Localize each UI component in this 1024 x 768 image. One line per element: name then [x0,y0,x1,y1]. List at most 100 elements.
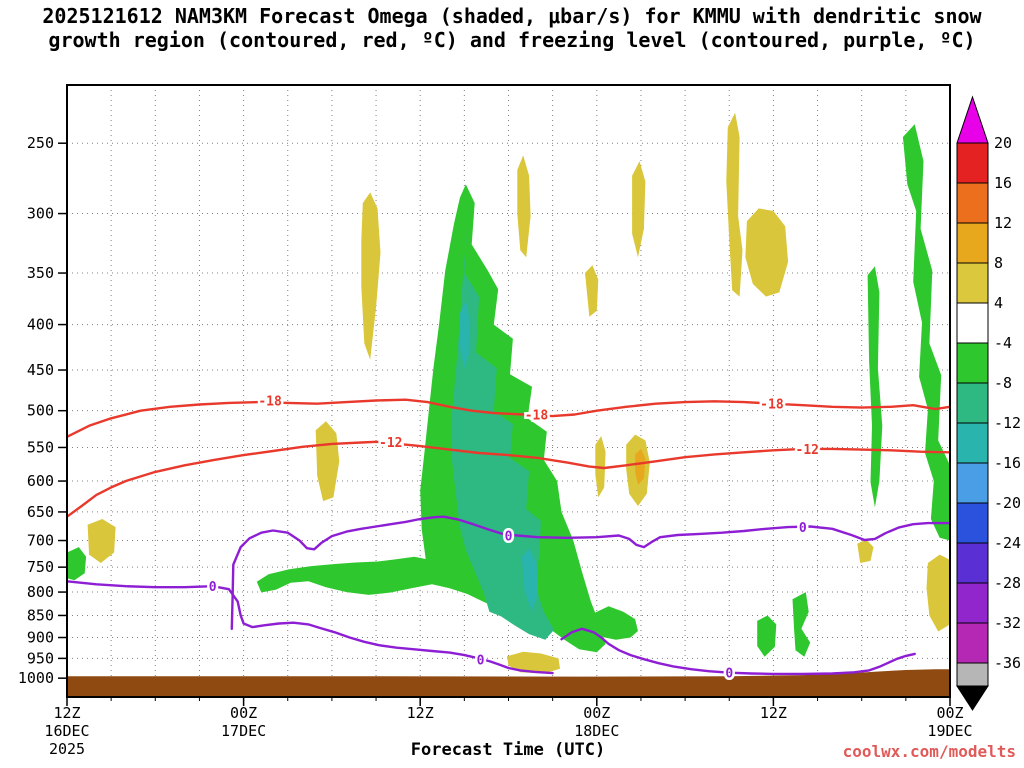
colorbar-top-triangle [956,95,989,144]
freezing-level-label: 0 [505,530,513,545]
colorbar-band [956,542,989,584]
omega-region-yellow [926,554,950,632]
colorbar-band [956,142,989,184]
omega-region-yellow [632,161,646,258]
freezing-level-line [230,515,950,630]
omega-region-green [256,556,432,595]
colorbar-label: -32 [994,614,1021,632]
freezing-level-labels: 0 0 0 0 0 [206,519,809,685]
y-tick-label: 500 [27,402,54,420]
y-tick-label: 900 [27,629,54,647]
x-tick-date: 18DEC [574,722,619,740]
dendritic-growth-temp-label: -18 [525,409,549,424]
y-tick-label: 800 [27,583,54,601]
omega-region-green [67,547,87,581]
omega-region-yellow [726,112,743,297]
colorbar-band [956,502,989,544]
omega-region-cyan [459,300,471,369]
y-tick-label: 250 [27,134,54,152]
y-tick-label: 550 [27,438,54,456]
terrain-profile [67,669,950,697]
x-tick-date: 19DEC [927,722,972,740]
colorbar-band [956,622,989,664]
omega-region-orange [635,448,646,485]
chart-title-line2: growth region (contoured, red, ºC) and f… [48,28,976,52]
dendritic-growth-temp-label: -12 [379,436,402,451]
dendritic-growth-temp-line [67,398,950,438]
colorbar-label: 16 [994,174,1012,192]
y-tick-label: 600 [27,472,54,490]
omega-region-yellow [507,651,560,674]
y-axis: 250 300 350 400 450 500 550 600 650 700 750 800 850 9… [18,134,67,687]
colorbar-label: 4 [994,294,1003,312]
omega-region-yellow [315,421,340,502]
freezing-level-line [560,627,916,676]
colorbar-band [956,222,989,264]
omega-region-green [902,124,950,541]
dendritic-growth-temp-label: -18 [258,395,282,410]
y-tick-label: 650 [27,503,54,521]
colorbar-label: -36 [994,654,1021,672]
x-tick-time: 12Z [760,704,787,722]
x-tick-time: 12Z [53,704,80,722]
colorbar-band [956,342,989,384]
colorbar: 20 16 12 8 4 -4 -8 -12 -16 -20 -24 -28 -32 -36 [956,95,1021,711]
y-tick-label: 450 [27,361,54,379]
x-tick-time: 00Z [936,704,963,722]
freezing-level-label: 0 [725,667,733,682]
colorbar-label: -12 [994,414,1021,432]
dendritic-growth-temp-labels: -18 -18 -18 -12 -12 [256,392,822,460]
omega-region-green [867,266,883,508]
omega-region-yellow [745,208,789,297]
x-tick-time: 12Z [407,704,434,722]
colorbar-label: 12 [994,214,1012,232]
omega-region-cyan [521,548,538,612]
colorbar-band [956,262,989,304]
x-axis-title: Forecast Time (UTC) [410,740,606,760]
colorbar-band [956,302,989,344]
colorbar-label: -4 [994,334,1012,352]
y-tick-label: 350 [27,264,54,282]
colorbar-band [956,582,989,624]
x-tick-time: 00Z [583,704,610,722]
freezing-level-label: 0 [209,580,217,595]
x-tick-time: 00Z [230,704,257,722]
freezing-level-label: 0 [477,654,485,669]
x-tick-year: 2025 [49,740,85,758]
watermark: coolwx.com/modelts [842,742,1016,761]
omega-region-yellow [585,265,599,317]
terrain [67,669,950,697]
colorbar-label: -20 [994,494,1021,512]
colorbar-band [956,662,989,687]
colorbar-label: -24 [994,534,1021,552]
omega-region-green [792,592,811,657]
freezing-level-line [67,580,554,675]
x-tick-date: 16DEC [44,722,89,740]
colorbar-band [956,382,989,424]
dendritic-growth-temp-label: -12 [796,443,819,458]
colorbar-band [956,462,989,504]
freezing-level-contours [67,515,950,676]
omega-region-yellow [517,155,531,258]
colorbar-label: 8 [994,254,1003,272]
freezing-level-label: 0 [799,521,807,536]
omega-region-green [757,615,777,657]
colorbar-label: -8 [994,374,1012,392]
y-tick-label: 850 [27,606,54,624]
colorbar-label: 20 [994,134,1012,152]
dendritic-growth-temp-line [67,440,950,518]
y-tick-label: 300 [27,205,54,223]
dendritic-growth-temp-label: -18 [760,398,784,413]
omega-region-yellow [857,539,874,563]
omega-region-yellow [87,519,116,563]
y-tick-label: 950 [27,649,54,667]
y-tick-label: 700 [27,532,54,550]
dendritic-growth-temp-contours [67,398,950,518]
y-tick-label: 400 [27,316,54,334]
colorbar-label: -16 [994,454,1021,472]
colorbar-label: -28 [994,574,1021,592]
colorbar-band [956,422,989,464]
colorbar-bottom-triangle [956,685,989,711]
omega-shading [67,112,950,674]
